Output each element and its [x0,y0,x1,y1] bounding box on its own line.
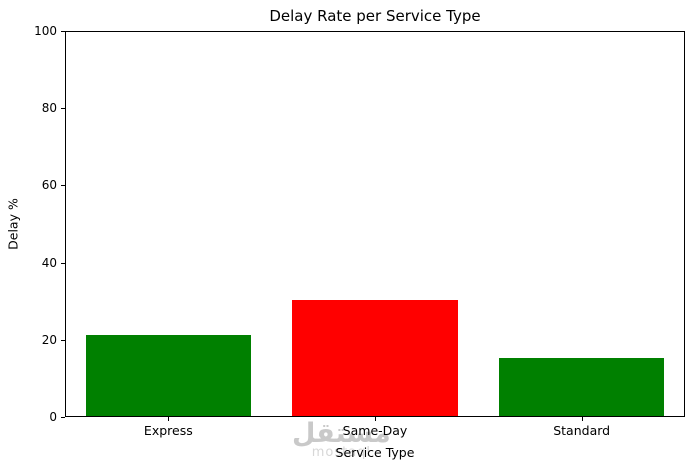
x-tick-label-same-day: Same-Day [342,423,408,438]
x-axis-label: Service Type [335,445,415,460]
y-tick-label: 40 [41,255,57,270]
bar-standard [499,358,665,416]
x-tick-mark [375,417,376,421]
y-tick-label: 0 [49,410,57,424]
y-tick-mark [61,185,65,186]
y-tick-mark [61,263,65,264]
x-tick-label-express: Express [143,423,193,438]
x-tick-mark [582,417,583,421]
x-tick-label-standard: Standard [553,423,611,438]
y-tick-mark [61,108,65,109]
y-tick-mark [61,340,65,341]
plot-area [65,31,685,417]
y-tick-label: 60 [41,178,57,193]
y-axis-label: Delay % [5,198,21,250]
y-tick-mark [61,31,65,32]
y-tick-label: 100 [34,24,57,38]
bar-express [85,334,251,416]
chart-title: Delay Rate per Service Type [269,7,481,25]
x-tick-mark [168,417,169,421]
y-tick-mark [61,417,65,418]
y-tick-label: 80 [41,101,57,116]
y-tick-label: 20 [41,332,57,347]
bar-same-day [292,300,458,416]
